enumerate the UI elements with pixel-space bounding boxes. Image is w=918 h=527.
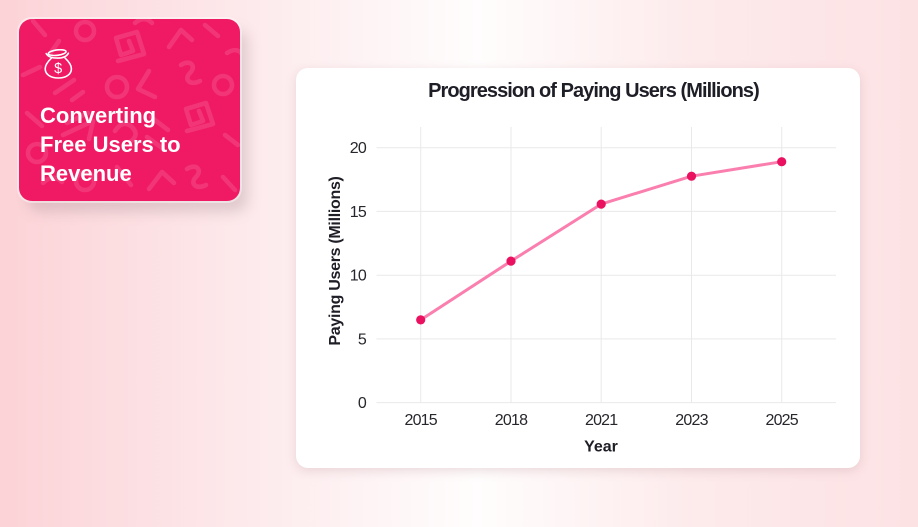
svg-text:20: 20 <box>350 140 367 157</box>
svg-text:15: 15 <box>350 204 367 221</box>
svg-text:10: 10 <box>350 268 367 285</box>
svg-text:Year: Year <box>584 439 618 456</box>
svg-text:2023: 2023 <box>675 412 708 429</box>
svg-text:$: $ <box>54 61 62 77</box>
svg-text:Paying Users (Millions): Paying Users (Millions) <box>327 176 344 345</box>
svg-text:0: 0 <box>358 395 367 412</box>
svg-text:Progression of Paying Users (M: Progression of Paying Users (Millions) <box>428 80 759 102</box>
svg-text:5: 5 <box>358 331 367 348</box>
svg-text:2025: 2025 <box>765 412 798 429</box>
svg-text:2015: 2015 <box>404 412 437 429</box>
svg-text:2021: 2021 <box>585 412 618 429</box>
svg-text:2018: 2018 <box>495 412 528 429</box>
